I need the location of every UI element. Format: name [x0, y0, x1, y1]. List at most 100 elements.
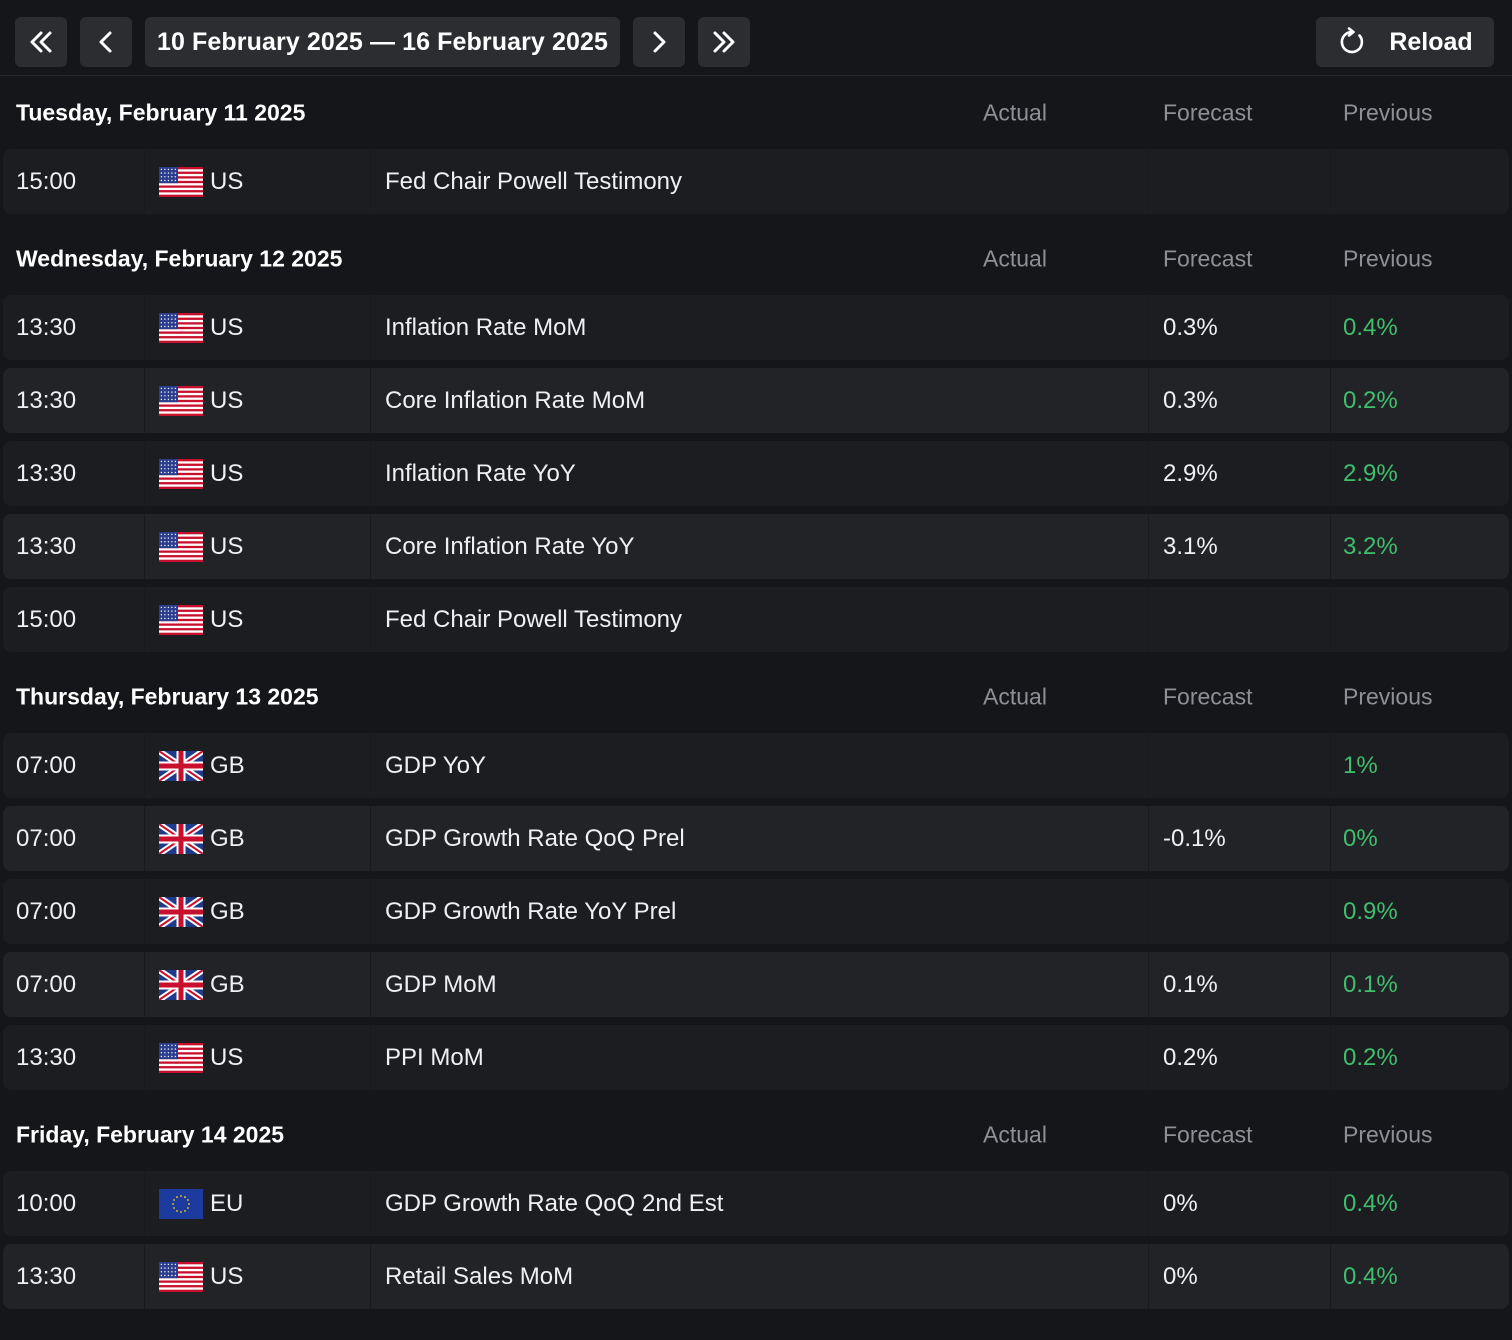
column-divider — [144, 806, 145, 871]
column-divider — [370, 587, 371, 652]
first-week-button[interactable] — [15, 17, 67, 67]
event-forecast: 0.1% — [1163, 970, 1218, 998]
us-flag-icon — [159, 385, 203, 416]
day-header: Friday, February 14 2025 Actual Forecast Pr… — [0, 1098, 1512, 1171]
event-name: Core Inflation Rate MoM — [385, 386, 646, 414]
column-divider — [370, 368, 371, 433]
event-time: 13:30 — [16, 459, 77, 487]
column-divider — [1148, 1171, 1149, 1236]
eu-flag-icon — [159, 1188, 203, 1219]
event-forecast: 0% — [1163, 1189, 1198, 1217]
event-time: 13:30 — [16, 532, 77, 560]
gb-flag-icon — [159, 969, 203, 1000]
us-flag-icon — [159, 531, 203, 562]
reload-button[interactable]: Reload — [1316, 17, 1494, 67]
column-header-previous: Previous — [1343, 1121, 1433, 1147]
event-previous: 0.4% — [1343, 1262, 1398, 1290]
event-row[interactable]: 13:30 US PPI MoM 0.2% 0.2% — [3, 1025, 1509, 1090]
event-time: 13:30 — [16, 1262, 77, 1290]
us-flag-icon — [159, 458, 203, 489]
event-name: Core Inflation Rate YoY — [385, 532, 635, 560]
column-divider — [370, 952, 371, 1017]
event-previous: 1% — [1343, 751, 1378, 779]
event-country: GB — [210, 897, 245, 925]
last-week-button[interactable] — [698, 17, 750, 67]
column-divider — [144, 295, 145, 360]
column-divider — [1330, 952, 1331, 1017]
column-divider — [144, 1244, 145, 1309]
column-divider — [1330, 587, 1331, 652]
event-forecast: 0.2% — [1163, 1043, 1218, 1071]
event-row[interactable]: 13:30 US Inflation Rate MoM 0.3% 0.4% — [3, 295, 1509, 360]
column-divider — [1148, 806, 1149, 871]
event-row[interactable]: 15:00 US Fed Chair Powell Testimony — [3, 149, 1509, 214]
column-divider — [1148, 514, 1149, 579]
event-name: Inflation Rate MoM — [385, 313, 587, 341]
event-name: Inflation Rate YoY — [385, 459, 576, 487]
date-range-label: 10 February 2025 — 16 February 2025 — [157, 27, 608, 56]
event-name: GDP YoY — [385, 751, 486, 779]
event-name: GDP MoM — [385, 970, 497, 998]
column-divider — [370, 441, 371, 506]
event-row[interactable]: 13:30 US Core Inflation Rate MoM 0.3% 0.2% — [3, 368, 1509, 433]
day-header: Thursday, February 13 2025 Actual Forecast… — [0, 660, 1512, 733]
column-divider — [144, 1025, 145, 1090]
event-row[interactable]: 13:30 US Inflation Rate YoY 2.9% 2.9% — [3, 441, 1509, 506]
previous-week-button[interactable] — [80, 17, 132, 67]
column-header-forecast: Forecast — [1163, 1121, 1253, 1147]
day-title: Tuesday, February 11 2025 — [16, 99, 306, 125]
event-forecast: -0.1% — [1163, 824, 1226, 852]
event-name: GDP Growth Rate QoQ Prel — [385, 824, 685, 852]
event-country: GB — [210, 751, 245, 779]
date-range-selector[interactable]: 10 February 2025 — 16 February 2025 — [145, 17, 620, 67]
column-divider — [1330, 1025, 1331, 1090]
gb-flag-icon — [159, 823, 203, 854]
event-row[interactable]: 07:00 GB GDP YoY 1% — [3, 733, 1509, 798]
column-divider — [144, 149, 145, 214]
column-header-forecast: Forecast — [1163, 99, 1253, 125]
event-row[interactable]: 07:00 GB GDP MoM 0.1% 0.1% — [3, 952, 1509, 1017]
event-country: US — [210, 386, 244, 414]
us-flag-icon — [159, 604, 203, 635]
event-country: US — [210, 313, 244, 341]
event-time: 07:00 — [16, 824, 77, 852]
event-time: 15:00 — [16, 167, 77, 195]
refresh-icon — [1337, 27, 1367, 57]
event-row[interactable]: 07:00 GB GDP Growth Rate QoQ Prel -0.1% 0% — [3, 806, 1509, 871]
chevron-right-icon — [644, 27, 674, 57]
event-forecast: 3.1% — [1163, 532, 1218, 560]
column-header-actual: Actual — [983, 99, 1047, 125]
event-row[interactable]: 15:00 US Fed Chair Powell Testimony — [3, 587, 1509, 652]
column-divider — [1330, 879, 1331, 944]
chevron-left-icon — [91, 27, 121, 57]
column-divider — [144, 1171, 145, 1236]
column-divider — [1330, 441, 1331, 506]
event-row[interactable]: 13:30 US Core Inflation Rate YoY 3.1% 3.2% — [3, 514, 1509, 579]
event-previous: 0.4% — [1343, 313, 1398, 341]
event-name: GDP Growth Rate YoY Prel — [385, 897, 677, 925]
day-title: Friday, February 14 2025 — [16, 1121, 285, 1147]
day-header: Tuesday, February 11 2025 Actual Forecast P… — [0, 76, 1512, 149]
event-forecast: 2.9% — [1163, 459, 1218, 487]
column-divider — [1330, 1244, 1331, 1309]
column-divider — [1330, 514, 1331, 579]
event-name: GDP Growth Rate QoQ 2nd Est — [385, 1189, 724, 1217]
column-divider — [144, 587, 145, 652]
event-row[interactable]: 07:00 GB GDP Growth Rate YoY Prel 0.9% — [3, 879, 1509, 944]
event-previous: 0% — [1343, 824, 1378, 852]
reload-label: Reload — [1389, 27, 1473, 56]
event-row[interactable]: 13:30 US Retail Sales MoM 0% 0.4% — [3, 1244, 1509, 1309]
event-time: 13:30 — [16, 1043, 77, 1071]
event-country: US — [210, 459, 244, 487]
column-divider — [1330, 733, 1331, 798]
next-week-button[interactable] — [633, 17, 685, 67]
event-country: GB — [210, 970, 245, 998]
day-title: Wednesday, February 12 2025 — [16, 245, 343, 271]
event-name: PPI MoM — [385, 1043, 484, 1071]
event-row[interactable]: 10:00 EU GDP Growth Rate QoQ 2nd Est 0% 0.4% — [3, 1171, 1509, 1236]
event-time: 07:00 — [16, 751, 77, 779]
column-divider — [1148, 879, 1149, 944]
column-divider — [1148, 1244, 1149, 1309]
column-divider — [1330, 295, 1331, 360]
column-divider — [370, 733, 371, 798]
